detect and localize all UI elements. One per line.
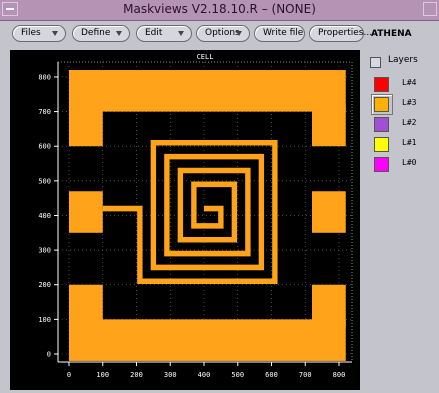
toolbar-button[interactable]: Options — [196, 25, 250, 42]
mask-shapes — [69, 70, 346, 361]
left-pad — [69, 191, 103, 233]
layers-title: Layers — [388, 55, 418, 65]
button-label: Properties... — [318, 28, 373, 38]
layer-swatch[interactable] — [374, 97, 389, 112]
top-left-leg — [69, 104, 103, 147]
x-tick-label: 100 — [96, 371, 109, 379]
layer-name: L#0 — [402, 158, 417, 167]
x-tick-label: 0 — [67, 371, 71, 379]
toolbar-button[interactable]: Edit — [136, 25, 192, 42]
x-tick-label: 300 — [164, 371, 177, 379]
top-right-leg — [312, 104, 346, 147]
button-label: Options — [205, 28, 240, 38]
menu-arrow — [52, 31, 58, 36]
layer-swatch[interactable] — [374, 137, 389, 152]
layers-panel: Layers L#4 L#3 L#2 L#1 L#0 — [362, 50, 439, 393]
spiral-inductor — [102, 139, 278, 285]
menu-arrow — [116, 31, 122, 36]
top-bar — [69, 70, 346, 112]
title-bar: Maskviews V2.18.10.R – (NONE) — [0, 0, 439, 21]
layout-canvas: CELL 0 100 200 300 400 500 600 700 800 0 100 200 300… — [10, 50, 360, 390]
menu-arrow — [236, 31, 242, 36]
button-label: Edit — [145, 28, 163, 38]
layer-name: L#4 — [402, 78, 417, 87]
layer-item[interactable]: L#4 — [372, 75, 432, 93]
toolbar: Files Define Edit Options Write file Properti… — [0, 21, 439, 47]
button-label: Define — [81, 28, 111, 38]
y-tick-label: 0 — [47, 351, 51, 359]
x-tick-label: 700 — [299, 371, 312, 379]
bottom-right-leg — [312, 284, 346, 327]
layer-swatch[interactable] — [374, 77, 389, 92]
y-tick-label: 300 — [38, 247, 51, 255]
y-tick-label: 600 — [38, 143, 51, 151]
y-tick-label: 500 — [38, 177, 51, 185]
toolbar-button[interactable]: Files — [12, 25, 66, 42]
menu-arrow — [178, 31, 184, 36]
bottom-left-leg — [69, 284, 103, 327]
button-label: Write file — [263, 28, 304, 38]
layer-item[interactable]: L#1 — [372, 135, 432, 153]
toolbar-button[interactable]: Write file — [254, 25, 305, 42]
plot-title: CELL — [197, 53, 214, 61]
y-tick-label: 200 — [38, 281, 51, 289]
layer-swatch[interactable] — [374, 117, 389, 132]
layer-name: L#2 — [402, 118, 417, 127]
bottom-bar — [69, 319, 346, 361]
x-tick-label: 800 — [333, 371, 346, 379]
x-tick-label: 500 — [231, 371, 244, 379]
window-title: Maskviews V2.18.10.R – (NONE) — [123, 2, 316, 16]
layer-item[interactable]: L#3 — [371, 94, 432, 115]
layer-swatch[interactable] — [374, 157, 389, 172]
window-control[interactable] — [423, 2, 437, 16]
app-label: ATHENA — [371, 29, 412, 39]
layer-name: L#3 — [402, 98, 417, 107]
y-tick-label: 800 — [38, 73, 51, 81]
ticks: 0 100 200 300 400 500 600 700 800 0 100 200 300 400 50… — [38, 73, 345, 379]
layer-name: L#1 — [402, 138, 417, 147]
layer-item[interactable]: L#0 — [372, 155, 432, 173]
layer-item[interactable]: L#2 — [372, 115, 432, 133]
x-tick-label: 600 — [265, 371, 278, 379]
selection-frame — [371, 94, 393, 115]
x-tick-label: 200 — [130, 371, 143, 379]
y-tick-label: 700 — [38, 108, 51, 116]
x-tick-label: 400 — [198, 371, 211, 379]
toolbar-button[interactable]: Define — [72, 25, 130, 42]
y-tick-label: 400 — [38, 212, 51, 220]
y-tick-label: 100 — [38, 316, 51, 324]
button-label: Files — [21, 28, 41, 38]
window-menu[interactable] — [2, 2, 18, 16]
right-pad — [312, 191, 346, 233]
layers-checkbox[interactable] — [370, 57, 381, 68]
toolbar-button[interactable]: Properties... — [309, 25, 372, 42]
